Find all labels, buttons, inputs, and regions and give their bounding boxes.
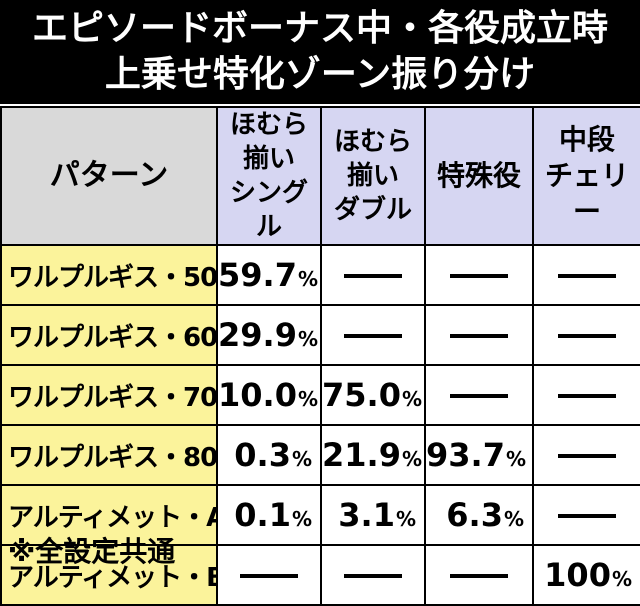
value-cell: 10.0% xyxy=(216,364,322,426)
value-cell: 100% xyxy=(532,544,640,606)
empty-cell xyxy=(532,484,640,546)
row-label: ワルプルギス・80% xyxy=(0,424,218,486)
percent-sign: % xyxy=(291,507,312,531)
dash-mark xyxy=(558,454,616,458)
value-number: 21.9 xyxy=(322,436,401,474)
dash-mark xyxy=(558,274,616,278)
value-number: 10.0 xyxy=(218,376,297,414)
percent-sign: % xyxy=(297,327,318,351)
row-label: ワルプルギス・50% xyxy=(0,244,218,306)
header-homura-single-line2: シングル xyxy=(229,178,308,242)
table-header-row: パターン ほむら揃い シングル ほむら揃い ダブル 特殊役 中段 チェリー xyxy=(0,106,640,246)
empty-cell xyxy=(532,364,640,426)
percent-sign: % xyxy=(297,387,318,411)
empty-cell xyxy=(320,244,426,306)
probability-table: パターン ほむら揃い シングル ほむら揃い ダブル 特殊役 中段 チェリー ワル… xyxy=(0,106,640,606)
percent-sign: % xyxy=(291,447,312,471)
percent-sign: % xyxy=(395,507,416,531)
dash-mark xyxy=(450,334,508,338)
table-row: ワルプルギス・80%0.3%21.9%93.7% xyxy=(0,424,640,486)
value-cell: 3.1% xyxy=(320,484,426,546)
header-homura-double-line1: ほむら揃い xyxy=(333,127,412,191)
value-cell: 75.0% xyxy=(320,364,426,426)
value-cell: 59.7% xyxy=(216,244,322,306)
empty-cell xyxy=(320,544,426,606)
title-line-2: 上乗せ特化ゾーン振り分け xyxy=(104,54,536,95)
empty-cell xyxy=(532,424,640,486)
value-cell: 0.1% xyxy=(216,484,322,546)
dash-mark xyxy=(450,274,508,278)
header-special-role-line1: 特殊役 xyxy=(436,159,521,192)
empty-cell xyxy=(424,364,534,426)
dash-mark xyxy=(558,334,616,338)
empty-cell xyxy=(532,244,640,306)
title-line-1: エピソードボーナス中・各役成立時 xyxy=(31,8,608,49)
percent-sign: % xyxy=(401,387,422,411)
footnote: ※全設定共通 xyxy=(8,535,176,568)
header-middle-cherry: 中段 チェリー xyxy=(532,106,640,246)
percent-sign: % xyxy=(401,447,422,471)
table-row: ワルプルギス・50%59.7% xyxy=(0,244,640,306)
value-cell: 21.9% xyxy=(320,424,426,486)
row-label: アルティメット・A xyxy=(0,484,218,546)
dash-mark xyxy=(450,394,508,398)
table-row: アルティメット・A 0.1% 3.1% 6.3% xyxy=(0,484,640,546)
table-row: ワルプルギス・70%10.0%75.0% xyxy=(0,364,640,426)
row-label: ワルプルギス・60% xyxy=(0,304,218,366)
percent-sign: % xyxy=(611,567,632,591)
empty-cell xyxy=(320,304,426,366)
value-number: 75.0 xyxy=(322,376,401,414)
empty-cell xyxy=(532,304,640,366)
header-homura-single-line1: ほむら揃い xyxy=(229,110,308,174)
dash-mark xyxy=(558,514,616,518)
value-number: 3.1 xyxy=(338,496,395,534)
value-number: 93.7 xyxy=(426,436,505,474)
dash-mark xyxy=(558,394,616,398)
table-row: ワルプルギス・60%29.9% xyxy=(0,304,640,366)
header-middle-cherry-line2: チェリー xyxy=(544,159,629,228)
empty-cell xyxy=(216,544,322,606)
percent-sign: % xyxy=(503,507,524,531)
value-number: 0.3 xyxy=(234,436,291,474)
header-middle-cherry-line1: 中段 xyxy=(558,123,615,156)
value-cell: 0.3% xyxy=(216,424,322,486)
percent-sign: % xyxy=(297,267,318,291)
empty-cell xyxy=(424,544,534,606)
value-number: 6.3 xyxy=(446,496,503,534)
value-cell: 29.9% xyxy=(216,304,322,366)
empty-cell xyxy=(424,244,534,306)
dash-mark xyxy=(344,334,402,338)
page-title: エピソードボーナス中・各役成立時 上乗せ特化ゾーン振り分け xyxy=(0,0,640,104)
value-cell: 93.7% xyxy=(424,424,534,486)
header-special-role: 特殊役 xyxy=(424,106,534,246)
row-label: ワルプルギス・70% xyxy=(0,364,218,426)
empty-cell xyxy=(424,304,534,366)
dash-mark xyxy=(344,274,402,278)
percent-sign: % xyxy=(505,447,526,471)
value-number: 100 xyxy=(544,556,611,594)
value-number: 0.1 xyxy=(234,496,291,534)
header-homura-double: ほむら揃い ダブル xyxy=(320,106,426,246)
header-homura-double-line2: ダブル xyxy=(333,195,412,225)
value-number: 59.7 xyxy=(218,256,297,294)
value-number: 29.9 xyxy=(218,316,297,354)
header-pattern: パターン xyxy=(0,106,218,246)
value-cell: 6.3% xyxy=(424,484,534,546)
header-homura-single: ほむら揃い シングル xyxy=(216,106,322,246)
